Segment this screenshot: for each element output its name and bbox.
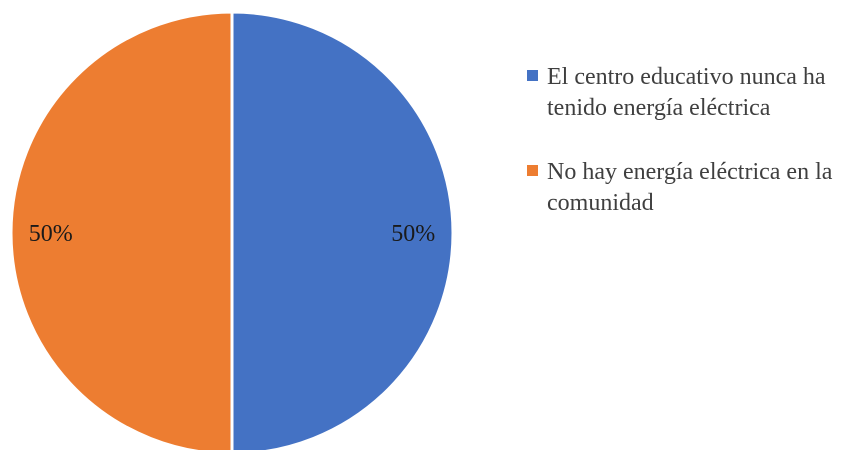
legend-item: No hay energía eléctrica en la comunidad [527,157,857,219]
pie-slice [230,10,455,450]
legend-swatch [527,70,538,81]
legend-label: El centro educativo nunca ha tenido ener… [547,64,826,121]
data-labels: 50% 50% [29,221,435,247]
pie-slices [9,10,455,450]
legend-swatch [527,165,538,176]
pie-slice [9,10,234,450]
slice-data-label: 50% [391,221,435,247]
legend-item: El centro educativo nunca ha tenido ener… [527,62,857,124]
slice-data-label: 50% [29,221,73,247]
legend-label: No hay energía eléctrica en la comunidad [547,159,833,216]
legend: El centro educativo nunca ha tenido ener… [527,62,857,219]
